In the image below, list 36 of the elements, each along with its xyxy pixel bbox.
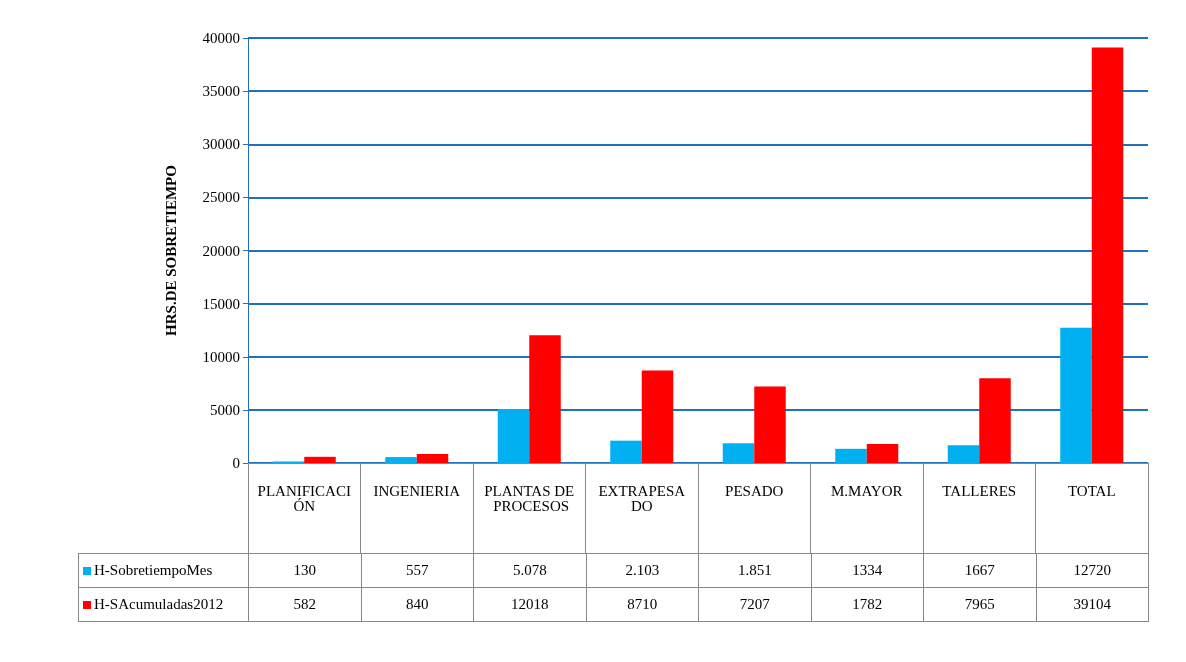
y-tick-label: 0: [232, 455, 240, 471]
data-label: 557: [361, 553, 474, 588]
x-tick-label: M.MAYOR: [830, 482, 903, 499]
data-label: 8710: [586, 587, 699, 622]
data-label: 5.078: [473, 553, 586, 588]
y-tick-label: 15000: [202, 295, 240, 312]
data-label: 12018: [473, 587, 586, 622]
x-tick-label: TALLERES: [942, 482, 1017, 499]
data-label: 7207: [698, 587, 811, 622]
x-tick-label: EXTRAPESADO: [598, 482, 686, 514]
data-label: 1667: [923, 553, 1036, 588]
data-label: 1.851: [698, 553, 811, 588]
y-tick-label: 5000: [210, 401, 240, 418]
y-tick-label: 10000: [202, 348, 240, 365]
y-tick-label: 35000: [202, 83, 240, 100]
y-tick-label: 20000: [202, 242, 240, 259]
x-tick-label: INGENIERIA: [373, 482, 461, 499]
x-tick-label: PESADO: [725, 482, 784, 499]
x-tick-label: PLANTAS DE PROCESOS: [484, 482, 575, 514]
x-tick-label: PLANIFICACIÓN: [257, 482, 351, 514]
data-label: 39104: [1036, 587, 1149, 622]
x-tick-label: TOTAL: [1067, 482, 1116, 499]
data-label: 12720: [1036, 553, 1149, 588]
data-label: 2.103: [586, 553, 699, 588]
y-tick-label: 30000: [202, 136, 240, 153]
data-label: 1782: [811, 587, 924, 622]
data-label: 582: [248, 587, 361, 622]
y-tick-label: 40000: [202, 30, 240, 46]
y-axis-title: HRS.DE SOBRETIEMPO: [162, 165, 179, 336]
legend-label: H-SobretiempoMes: [94, 562, 213, 578]
y-tick-label: 25000: [202, 189, 240, 206]
data-label: 130: [248, 553, 361, 588]
data-label: 840: [361, 587, 474, 622]
data-label: 7965: [923, 587, 1036, 622]
data-label: 1334: [811, 553, 924, 588]
legend-label: H-SAcumuladas2012: [94, 596, 224, 612]
